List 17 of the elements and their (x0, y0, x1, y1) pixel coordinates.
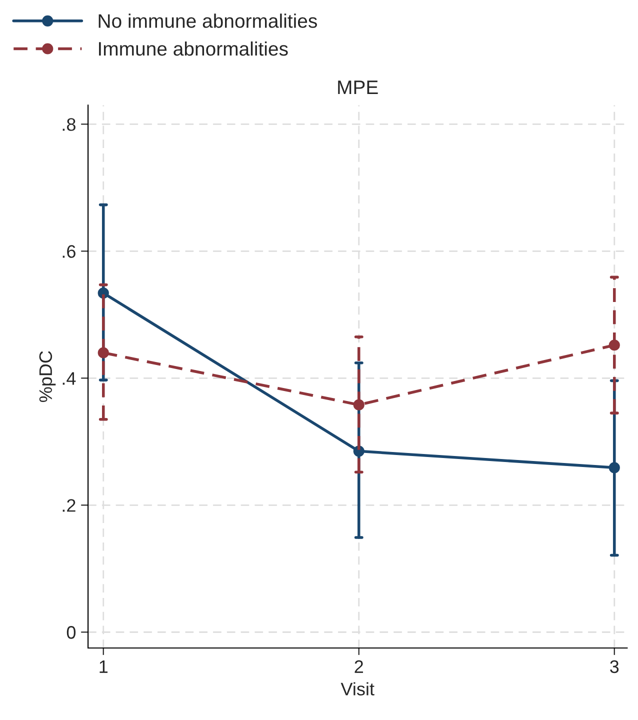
legend-label: No immune abnormalities (98, 14, 317, 28)
y-tick-label: 0 (66, 626, 76, 639)
y-tick-label: .6 (62, 245, 76, 258)
y-axis-title: %pDC (39, 351, 56, 402)
x-tick-label: 1 (100, 660, 108, 673)
legend-label: Immune abnormalities (99, 41, 288, 56)
point (608, 340, 620, 351)
point (98, 347, 109, 358)
point (353, 399, 364, 410)
x-tick-label: 2 (354, 660, 363, 673)
point (608, 462, 620, 474)
y-tick-label: .2 (62, 499, 76, 512)
chart-title: MPE (338, 80, 378, 94)
y-tick-label: .8 (62, 118, 76, 131)
y-tick-label: .4 (62, 372, 76, 385)
x-tick-label: 3 (610, 660, 619, 674)
x-axis-title: Visit (340, 682, 374, 696)
